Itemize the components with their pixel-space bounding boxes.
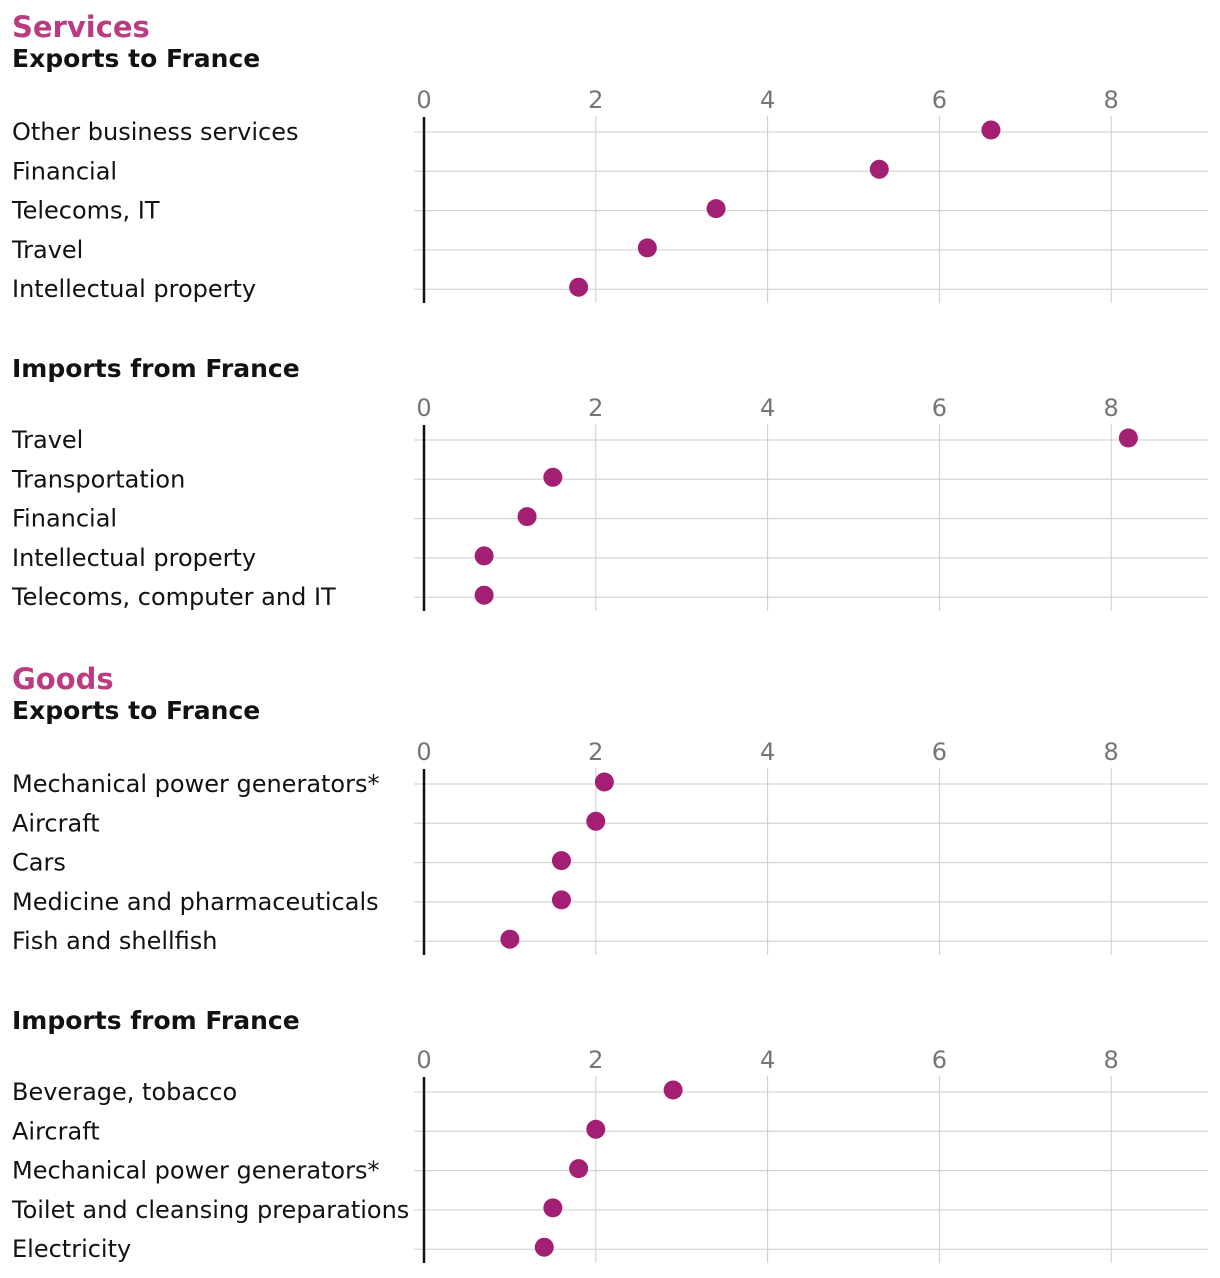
category-label: Beverage, tobacco (12, 1078, 237, 1106)
x-tick-label: 6 (932, 738, 947, 766)
chart-panel-4: Imports from France 0 2 4 6 8 Beverage, tobacc… (11, 1006, 1208, 1263)
category-label: Telecoms, IT (11, 197, 160, 225)
data-point (551, 851, 571, 871)
x-tick-label: 4 (760, 738, 775, 766)
x-tick-label: 2 (588, 86, 603, 114)
x-tick-label: 8 (1104, 738, 1119, 766)
data-point (869, 159, 889, 179)
data-point (594, 772, 614, 792)
data-point (706, 199, 726, 219)
panel-title: Exports to France (12, 44, 260, 73)
data-point (663, 1080, 683, 1100)
category-label: Financial (12, 505, 117, 533)
data-point (534, 1237, 554, 1257)
x-tick-label: 8 (1104, 1046, 1119, 1074)
category-label: Electricity (12, 1235, 131, 1263)
data-point (586, 1119, 606, 1139)
x-tick-label: 0 (416, 738, 431, 766)
panel-title: Imports from France (12, 1006, 300, 1035)
category-label: Intellectual property (12, 544, 256, 572)
x-tick-label: 2 (588, 1046, 603, 1074)
category-label: Other business services (12, 118, 298, 146)
category-label: Intellectual property (12, 275, 256, 303)
panel-title: Imports from France (12, 354, 300, 383)
category-label: Mechanical power generators* (12, 770, 380, 798)
category-label: Telecoms, computer and IT (11, 583, 336, 611)
data-point (500, 929, 520, 949)
category-label: Financial (12, 157, 117, 185)
data-point (586, 811, 606, 831)
category-label: Toilet and cleansing preparations (11, 1196, 409, 1224)
category-label: Mechanical power generators* (12, 1157, 380, 1185)
category-label: Fish and shellfish (12, 927, 218, 955)
category-label: Travel (11, 236, 83, 264)
data-point (474, 546, 494, 566)
data-point (543, 467, 563, 487)
category-label: Cars (12, 849, 66, 877)
data-point (543, 1198, 563, 1218)
data-point (517, 507, 537, 527)
section-title: Goods (12, 662, 114, 696)
data-point (637, 238, 657, 258)
x-tick-label: 2 (588, 738, 603, 766)
section-title: Services (12, 10, 150, 44)
category-label: Aircraft (12, 809, 100, 837)
panel-title: Exports to France (12, 696, 260, 725)
category-label: Travel (11, 426, 83, 454)
category-label: Aircraft (12, 1117, 100, 1145)
x-tick-label: 2 (588, 394, 603, 422)
x-tick-label: 4 (760, 86, 775, 114)
data-point (1118, 428, 1138, 448)
x-tick-label: 6 (932, 394, 947, 422)
data-point (569, 277, 589, 297)
x-tick-label: 0 (416, 86, 431, 114)
data-point (474, 585, 494, 605)
x-tick-label: 0 (416, 394, 431, 422)
x-tick-label: 4 (760, 1046, 775, 1074)
category-label: Medicine and pharmaceuticals (12, 888, 379, 916)
x-tick-label: 0 (416, 1046, 431, 1074)
data-point (981, 120, 1001, 140)
x-tick-label: 8 (1104, 86, 1119, 114)
chart-panel-2: Imports from France 0 2 4 6 8 Travel Transporta… (11, 354, 1208, 611)
x-tick-label: 8 (1104, 394, 1119, 422)
category-label: Transportation (11, 465, 185, 493)
x-tick-label: 6 (932, 1046, 947, 1074)
data-point (569, 1159, 589, 1179)
x-tick-label: 4 (760, 394, 775, 422)
x-tick-label: 6 (932, 86, 947, 114)
data-point (551, 890, 571, 910)
